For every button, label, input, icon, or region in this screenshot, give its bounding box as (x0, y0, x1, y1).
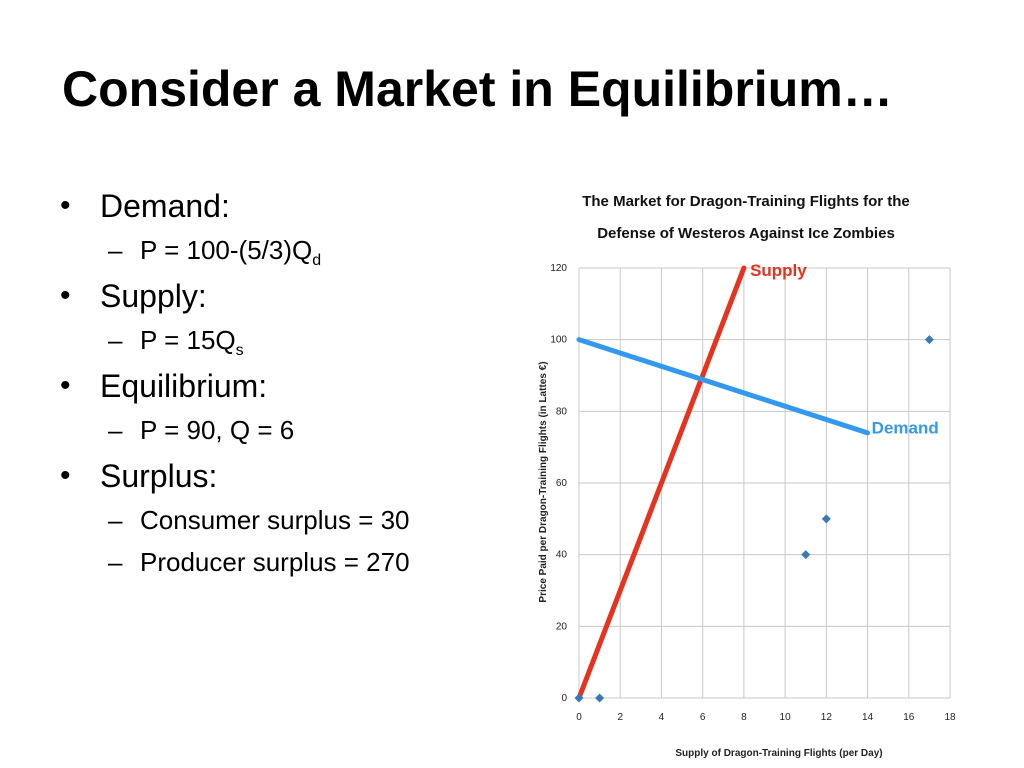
bullet-marker: • (60, 189, 71, 222)
chart-title-line-2: Defense of Westeros Against Ice Zombies (597, 225, 895, 242)
bullet-demand: • Demand: (58, 186, 458, 226)
x-tick-label: 16 (903, 712, 915, 723)
scatter-point (801, 550, 811, 560)
x-tick-label: 6 (700, 712, 706, 723)
sub-bullet-supply-eq: – P = 15Qs (58, 324, 458, 359)
scatter-point (595, 693, 605, 703)
bullet-marker: • (60, 279, 71, 312)
dash-marker: – (108, 415, 123, 445)
equilibrium-text: P = 90, Q = 6 (140, 415, 295, 445)
series-label-supply: Supply (750, 261, 807, 280)
chart-svg: The Market for Dragon-Training Flights f… (538, 193, 956, 759)
y-tick-label: 80 (556, 406, 568, 417)
producer-surplus-text: Producer surplus = 270 (140, 547, 410, 577)
bullet-label: Equilibrium: (100, 368, 268, 404)
bullet-surplus: • Surplus: (58, 456, 458, 496)
y-tick-label: 40 (556, 550, 568, 561)
sub-bullet-demand-eq: – P = 100-(5/3)Qd (58, 234, 458, 269)
y-tick-label: 100 (550, 335, 567, 346)
equation-subscript: s (235, 342, 244, 359)
y-tick-label: 0 (561, 693, 567, 704)
bullet-equilibrium: • Equilibrium: (58, 366, 458, 406)
sub-bullet-producer-surplus: – Producer surplus = 270 (58, 546, 458, 578)
bullet-label: Surplus: (100, 458, 218, 494)
series-label-demand: Demand (872, 419, 939, 438)
bullet-label: Demand: (100, 188, 230, 224)
bullet-label: Supply: (100, 278, 207, 314)
market-chart: The Market for Dragon-Training Flights f… (532, 180, 972, 768)
x-tick-label: 18 (944, 712, 956, 723)
x-tick-label: 4 (659, 712, 665, 723)
chart-x-axis-label: Supply of Dragon-Training Flights (per D… (675, 748, 882, 759)
sub-bullet-consumer-surplus: – Consumer surplus = 30 (58, 504, 458, 536)
bullet-marker: • (60, 369, 71, 402)
x-tick-label: 2 (617, 712, 623, 723)
scatter-point (924, 335, 934, 345)
equation-text: P = 100-(5/3)Q (140, 235, 313, 265)
chart-y-axis-label: Price Paid per Dragon-Training Flights (… (538, 361, 549, 602)
demand-line (576, 337, 871, 436)
dash-marker: – (108, 505, 123, 535)
dash-marker: – (108, 325, 123, 355)
bullet-marker: • (60, 459, 71, 492)
y-tick-label: 120 (550, 263, 567, 274)
bullet-supply: • Supply: (58, 276, 458, 316)
scatter-point (821, 514, 831, 524)
slide-title: Consider a Market in Equilibrium… (62, 61, 893, 117)
bullet-list: • Demand: – P = 100-(5/3)Qd • Supply: – P = … (58, 186, 458, 588)
y-tick-label: 20 (556, 621, 568, 632)
chart-title-line-1: The Market for Dragon-Training Flights f… (582, 193, 910, 210)
y-tick-label: 60 (556, 478, 568, 489)
x-tick-label: 0 (576, 712, 582, 723)
x-tick-label: 8 (741, 712, 747, 723)
equation-text: P = 15Q (140, 325, 236, 355)
dash-marker: – (108, 235, 123, 265)
sub-bullet-equilibrium: – P = 90, Q = 6 (58, 414, 458, 446)
x-tick-label: 10 (780, 712, 792, 723)
scatter-point (574, 693, 584, 703)
x-tick-label: 12 (821, 712, 833, 723)
x-tick-label: 14 (862, 712, 874, 723)
dash-marker: – (108, 547, 123, 577)
consumer-surplus-text: Consumer surplus = 30 (140, 505, 410, 535)
supply-line (576, 265, 747, 701)
equation-subscript: d (312, 252, 322, 269)
